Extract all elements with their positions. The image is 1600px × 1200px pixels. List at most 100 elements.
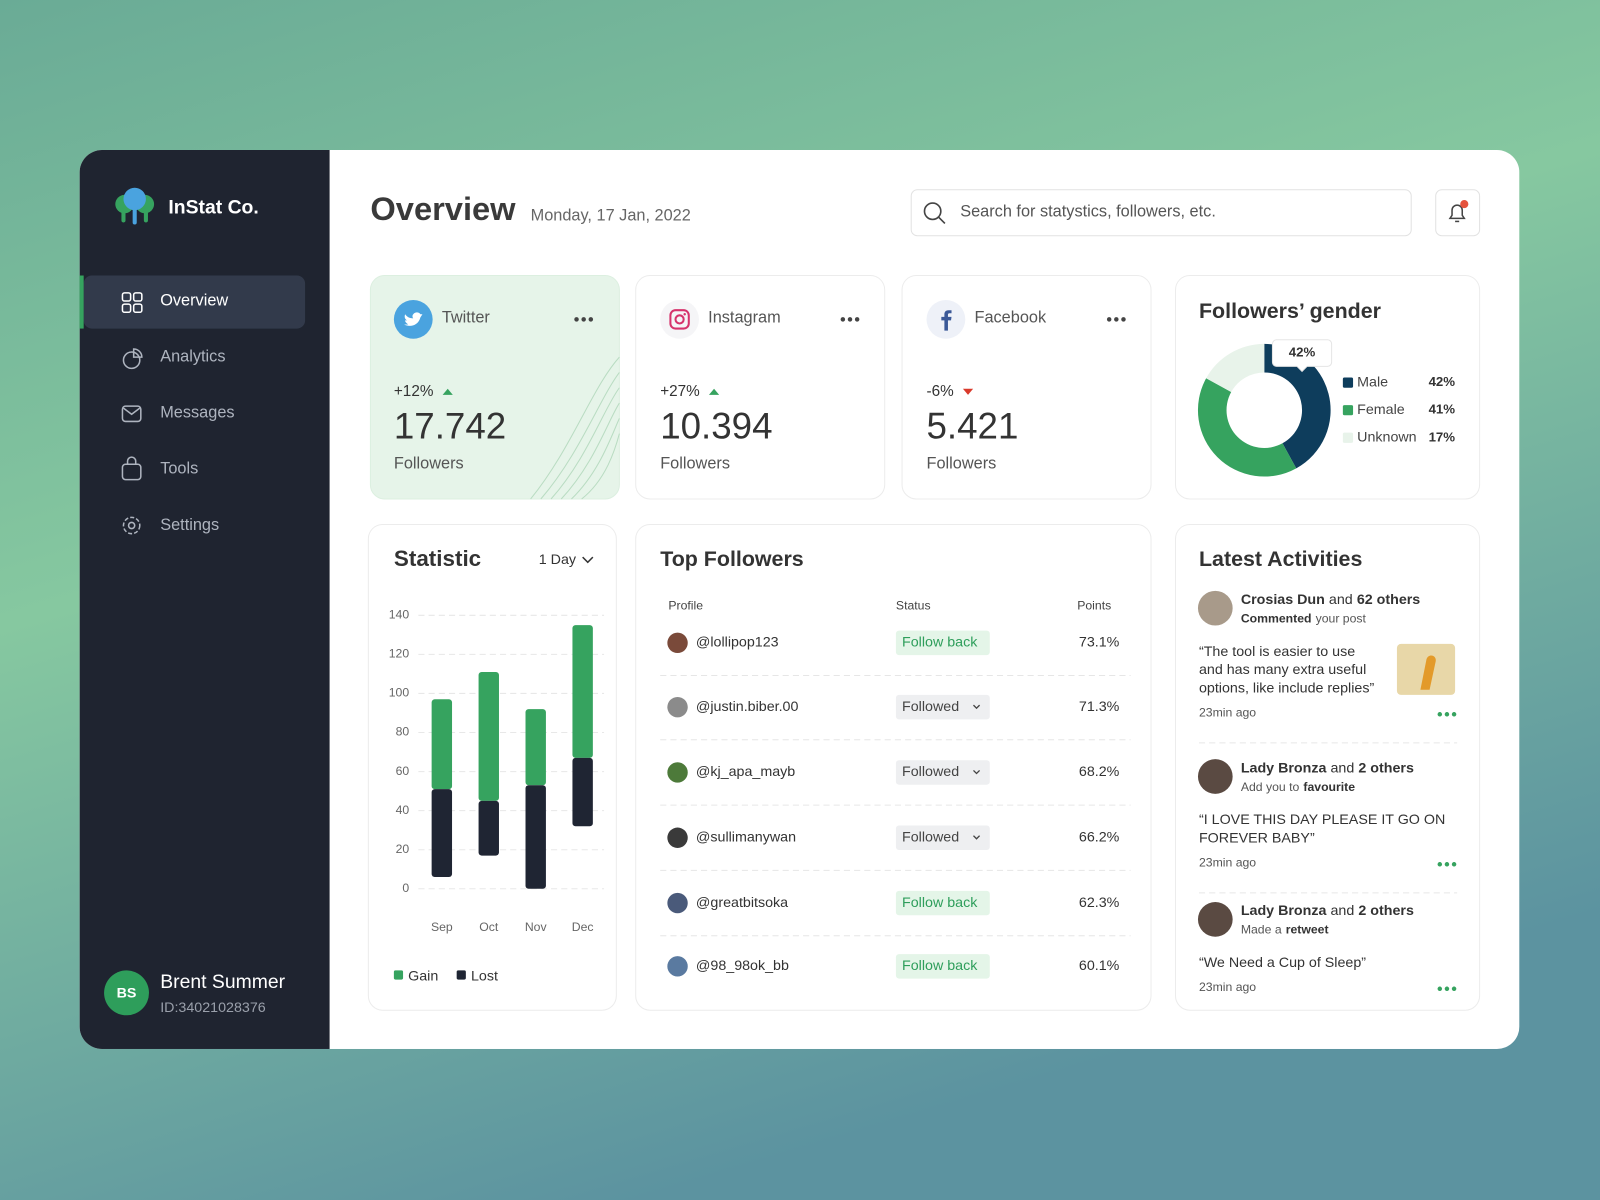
quote-line: “The tool is easier to use	[1199, 644, 1355, 660]
legend-label: Male	[1357, 374, 1388, 390]
follower-count: 10.394	[660, 405, 772, 446]
platform-name: Facebook	[974, 309, 1046, 327]
nav-item[interactable]: Messages	[121, 404, 235, 423]
trend-arrow	[962, 388, 974, 395]
dot	[581, 317, 586, 322]
others: 2 others	[1358, 903, 1414, 919]
pill-bg	[895, 694, 990, 720]
top-followers-card	[635, 523, 1152, 1011]
status-pill[interactable]: Follow back	[895, 890, 990, 916]
dot	[1121, 317, 1126, 322]
profile: @kj_apa_mayb	[696, 764, 795, 780]
page-title: Overview	[370, 190, 516, 227]
nav-active-bg	[83, 275, 306, 329]
bar-segment	[431, 699, 453, 790]
gender-card	[1175, 275, 1481, 500]
activity-headline: Lady Bronza and 2 others	[1241, 903, 1414, 919]
nav-label: Messages	[160, 404, 234, 422]
points: 68.2%	[1079, 764, 1120, 780]
avatar	[1197, 902, 1233, 937]
nav-item[interactable]: Tools	[121, 456, 198, 481]
points: 71.3%	[1079, 699, 1120, 715]
activity-menu[interactable]	[1437, 862, 1457, 867]
status: Follow back	[902, 895, 978, 911]
nav-item[interactable]: Analytics	[122, 347, 225, 370]
chevron	[973, 704, 981, 710]
instagram-icon	[660, 300, 699, 339]
dot	[1437, 862, 1443, 867]
notification-button[interactable]	[1435, 189, 1481, 237]
column-header: Profile	[668, 598, 703, 612]
card-menu[interactable]	[840, 317, 860, 322]
status-pill[interactable]: Followed	[895, 760, 990, 785]
brand-name: InStat Co.	[168, 196, 258, 218]
avatar	[667, 892, 688, 914]
nav-item[interactable]: Overview	[121, 291, 228, 314]
follower-count: 5.421	[927, 405, 1019, 446]
y-tick-label: 100	[389, 686, 410, 700]
nav-icon	[121, 405, 142, 423]
legend-swatch	[1342, 432, 1354, 443]
section-title: Latest Activities	[1199, 547, 1362, 571]
legend-value: 17%	[1429, 429, 1456, 444]
nav-icon	[121, 303, 132, 314]
status-pill[interactable]: Followed	[895, 825, 990, 850]
period-dropdown[interactable]: 1 Day	[539, 552, 594, 568]
nav-label: Overview	[160, 291, 228, 309]
search-box[interactable]: Search for statystics, followers, etc.	[910, 189, 1412, 237]
nav-active-indicator	[79, 275, 84, 329]
activity-headline: Crosias Dun and 62 others	[1241, 592, 1421, 608]
joiner: and	[1329, 592, 1353, 608]
activity-menu[interactable]	[1437, 986, 1457, 992]
nav-icon	[132, 348, 143, 358]
y-tick-label: 80	[396, 725, 410, 739]
bar-segment	[525, 785, 546, 889]
pill-bg	[895, 630, 990, 656]
user-avatar	[104, 970, 149, 1016]
joiner: and	[1331, 760, 1355, 776]
user-initials: BS	[117, 986, 137, 1002]
legend-label: Female	[1357, 402, 1405, 418]
avatar	[1197, 759, 1233, 794]
twitter-card	[369, 275, 620, 500]
card-menu[interactable]	[1106, 317, 1126, 322]
status-pill[interactable]: Follow back	[895, 954, 990, 979]
avatar	[667, 632, 688, 654]
dot	[854, 317, 860, 322]
follower-count: 17.742	[394, 405, 506, 446]
pill-bg	[895, 760, 990, 785]
y-tick-label: 0	[402, 881, 409, 895]
facebook-icon	[926, 300, 966, 339]
activity-menu[interactable]	[1437, 712, 1457, 717]
dot	[1451, 712, 1457, 717]
status: Follow back	[902, 958, 978, 974]
x-tick-label: Dec	[572, 920, 594, 934]
pill-bg	[895, 954, 990, 979]
change: +12%	[394, 383, 434, 400]
quote-line: options, like include replies”	[1199, 681, 1374, 697]
action-part: favourite	[1303, 780, 1355, 794]
chevron	[973, 769, 981, 775]
nav-icon	[127, 521, 136, 530]
card-menu[interactable]	[574, 317, 594, 322]
dot	[840, 317, 846, 322]
platform-name: Instagram	[708, 309, 781, 327]
nav-icon	[121, 463, 142, 481]
status-pill[interactable]: Followed	[895, 694, 990, 720]
status: Followed	[902, 699, 959, 715]
legend-value: 42%	[1429, 374, 1456, 389]
profile: @greatbitsoka	[696, 895, 788, 911]
chart-title: Statistic	[394, 546, 481, 571]
nav-item[interactable]: Settings	[122, 516, 219, 535]
y-tick-label: 60	[396, 764, 410, 778]
activity-time: 23min ago	[1199, 705, 1256, 719]
joiner: and	[1331, 903, 1355, 919]
user: Lady Bronza	[1241, 903, 1328, 919]
nav-icon	[122, 351, 141, 370]
avatar	[667, 827, 688, 848]
change: -6%	[927, 383, 955, 400]
nav-icon	[126, 456, 137, 465]
card-decoration	[530, 356, 620, 500]
status-pill[interactable]: Follow back	[895, 630, 990, 656]
points: 73.1%	[1079, 635, 1120, 651]
